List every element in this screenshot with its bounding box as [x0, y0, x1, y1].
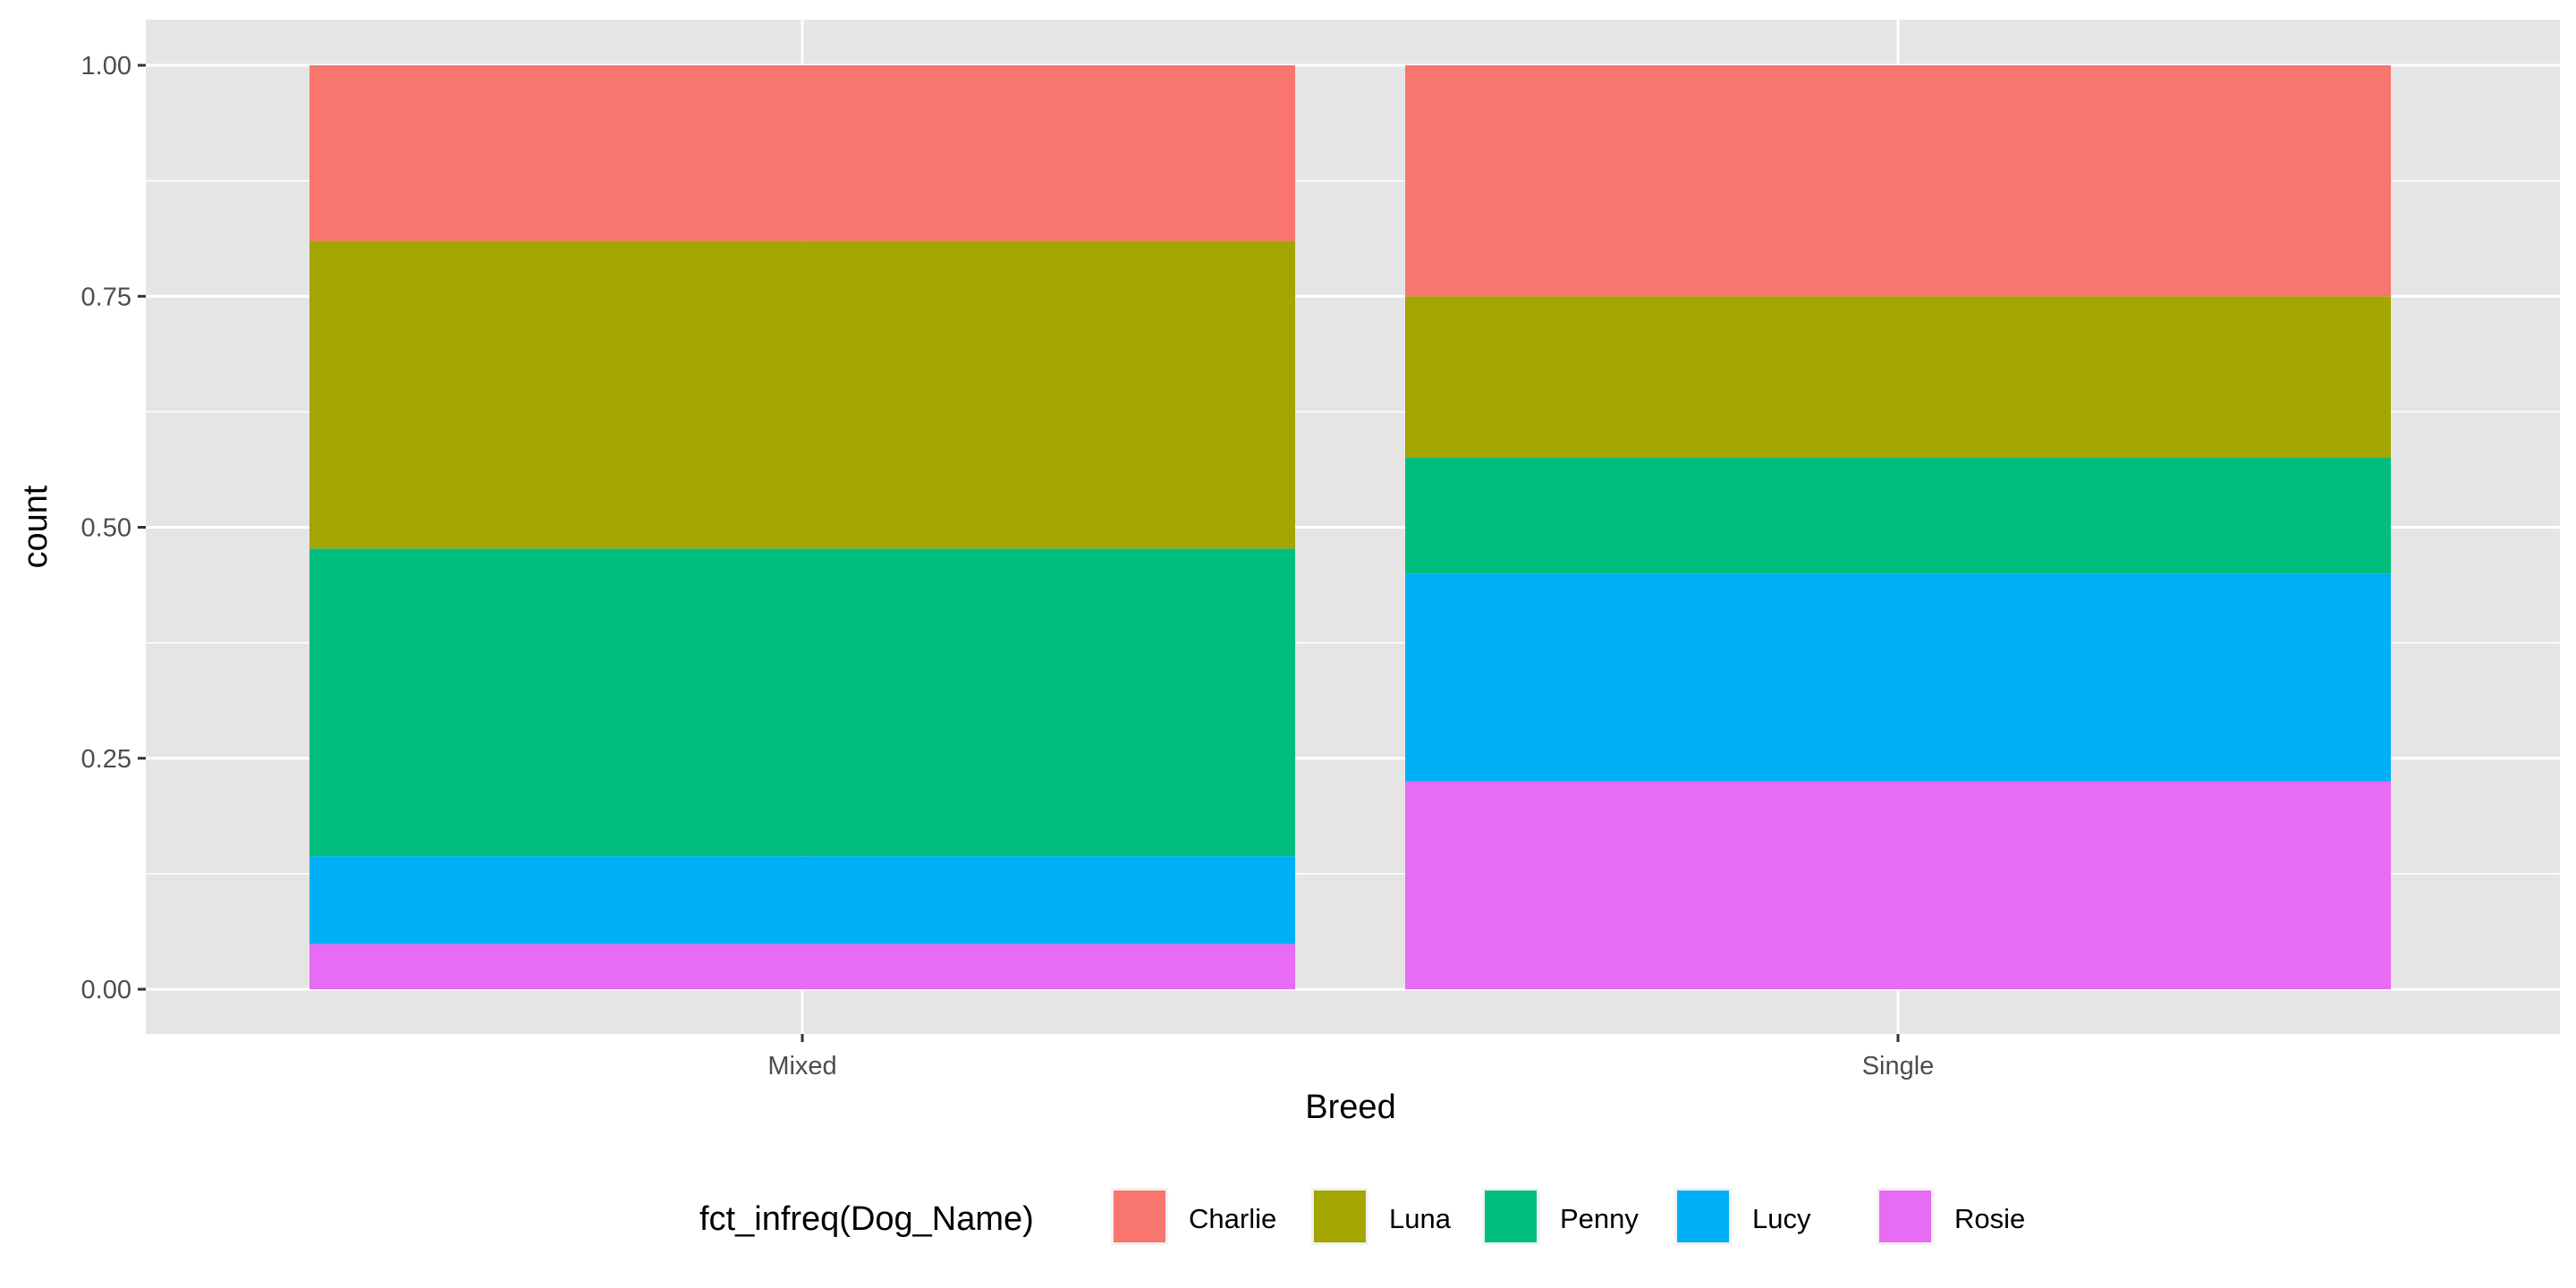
legend-label-rosie: Rosie	[1954, 1203, 2025, 1234]
bar-mixed-luna	[309, 241, 1295, 549]
bars	[309, 65, 2391, 989]
x-tick-label: Mixed	[767, 1052, 836, 1080]
bar-single-penny	[1405, 458, 2391, 574]
y-tick-label: 0.50	[81, 514, 131, 543]
bar-mixed-charlie	[309, 65, 1295, 242]
bar-single-charlie	[1405, 65, 2391, 297]
y-axis-title: count	[17, 485, 55, 568]
y-tick-label: 1.00	[81, 52, 131, 80]
legend-swatch-penny	[1485, 1191, 1537, 1242]
legend: fct_infreq(Dog_Name) Charlie Luna Penny Luc…	[699, 1188, 2025, 1245]
bar-mixed-rosie	[309, 944, 1295, 989]
bar-single-rosie	[1405, 781, 2391, 989]
y-tick-label: 0.75	[81, 283, 131, 311]
y-tick-label: 0.00	[81, 976, 131, 1004]
legend-swatch-charlie	[1114, 1191, 1165, 1242]
bar-mixed-lucy	[309, 856, 1295, 945]
legend-label-charlie: Charlie	[1189, 1203, 1276, 1234]
legend-swatch-luna	[1314, 1191, 1366, 1242]
x-tick-label: Single	[1862, 1052, 1935, 1080]
bar-single-lucy	[1405, 573, 2391, 782]
y-axis: 0.00 0.25 0.50 0.75 1.00	[81, 52, 146, 1004]
legend-label-lucy: Lucy	[1752, 1203, 1811, 1234]
legend-label-penny: Penny	[1560, 1203, 1639, 1234]
bar-single-luna	[1405, 296, 2391, 459]
x-axis-title: Breed	[1305, 1089, 1395, 1126]
y-tick-label: 0.25	[81, 745, 131, 774]
bar-mixed-penny	[309, 548, 1295, 857]
legend-title: fct_infreq(Dog_Name)	[699, 1200, 1034, 1238]
legend-swatch-lucy	[1677, 1191, 1729, 1242]
x-axis: Mixed Single	[767, 1034, 1934, 1080]
legend-label-luna: Luna	[1389, 1203, 1452, 1234]
legend-swatch-rosie	[1879, 1191, 1931, 1242]
